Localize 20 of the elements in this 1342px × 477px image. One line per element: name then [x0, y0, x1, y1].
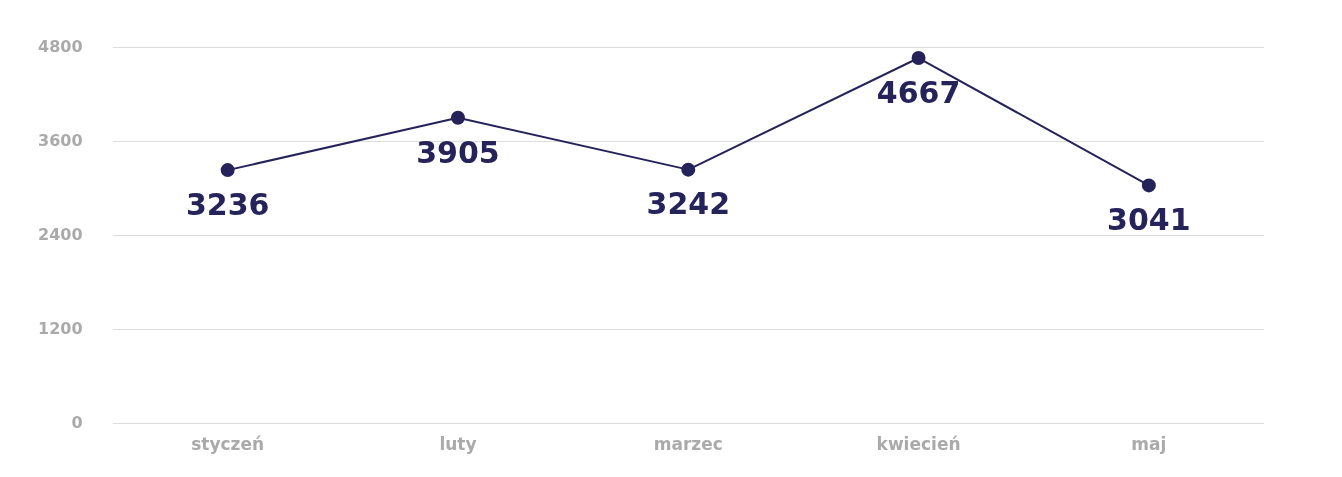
- point: [450, 110, 465, 125]
- y-tick-label: 1200: [38, 318, 83, 338]
- point: [220, 163, 235, 178]
- x-tick-label: marzec: [653, 434, 723, 455]
- data-label: 3242: [646, 186, 731, 222]
- point: [911, 51, 926, 66]
- point: [1141, 178, 1156, 193]
- data-label: 3041: [1107, 202, 1191, 238]
- data-label: 3905: [416, 134, 500, 170]
- data-label: 4667: [876, 74, 961, 110]
- y-tick-label: 3600: [38, 130, 83, 150]
- data-label: 3236: [185, 186, 270, 222]
- y-tick-label: 4800: [38, 36, 83, 56]
- y-tick-label: 2400: [38, 224, 83, 244]
- y-tick-label: 0: [71, 412, 83, 432]
- x-tick-label: maj: [1131, 434, 1167, 455]
- point: [681, 162, 696, 177]
- x-tick-label: luty: [439, 434, 477, 455]
- x-tick-label: kwiecień: [876, 434, 961, 455]
- x-tick-label: styczeń: [191, 434, 265, 455]
